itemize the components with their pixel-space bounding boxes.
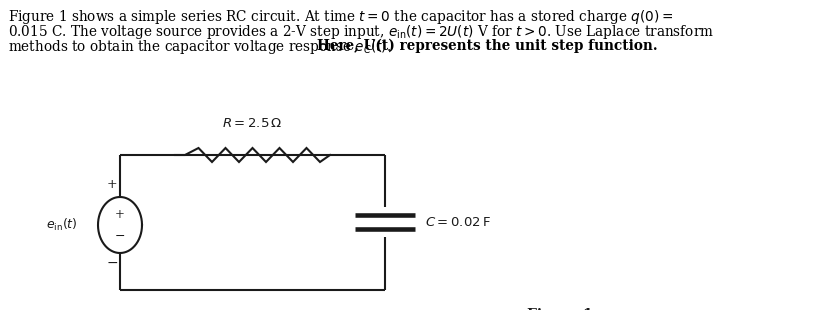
Text: −: − [115,230,126,243]
Text: $C = 0.02\,\mathrm{F}$: $C = 0.02\,\mathrm{F}$ [425,215,491,228]
Text: Figure 1 shows a simple series RC circuit. At time $t = 0$ the capacitor has a s: Figure 1 shows a simple series RC circui… [8,8,673,26]
Text: $R = 2.5\,\Omega$: $R = 2.5\,\Omega$ [222,117,282,130]
Text: $e_{\mathrm{in}}(t)$: $e_{\mathrm{in}}(t)$ [46,217,78,233]
Text: 0.015 C. The voltage source provides a 2-V step input, $e_{\mathrm{in}}(t) = 2U(: 0.015 C. The voltage source provides a 2… [8,23,714,41]
Text: −: − [107,256,118,270]
Text: methods to obtain the capacitor voltage response $e_C(t)$.: methods to obtain the capacitor voltage … [8,38,392,56]
Text: Here, U(t) represents the unit step function.: Here, U(t) represents the unit step func… [316,38,657,53]
Text: +: + [107,179,117,192]
Text: +: + [115,208,125,221]
Text: Figure 1: Figure 1 [527,308,593,310]
